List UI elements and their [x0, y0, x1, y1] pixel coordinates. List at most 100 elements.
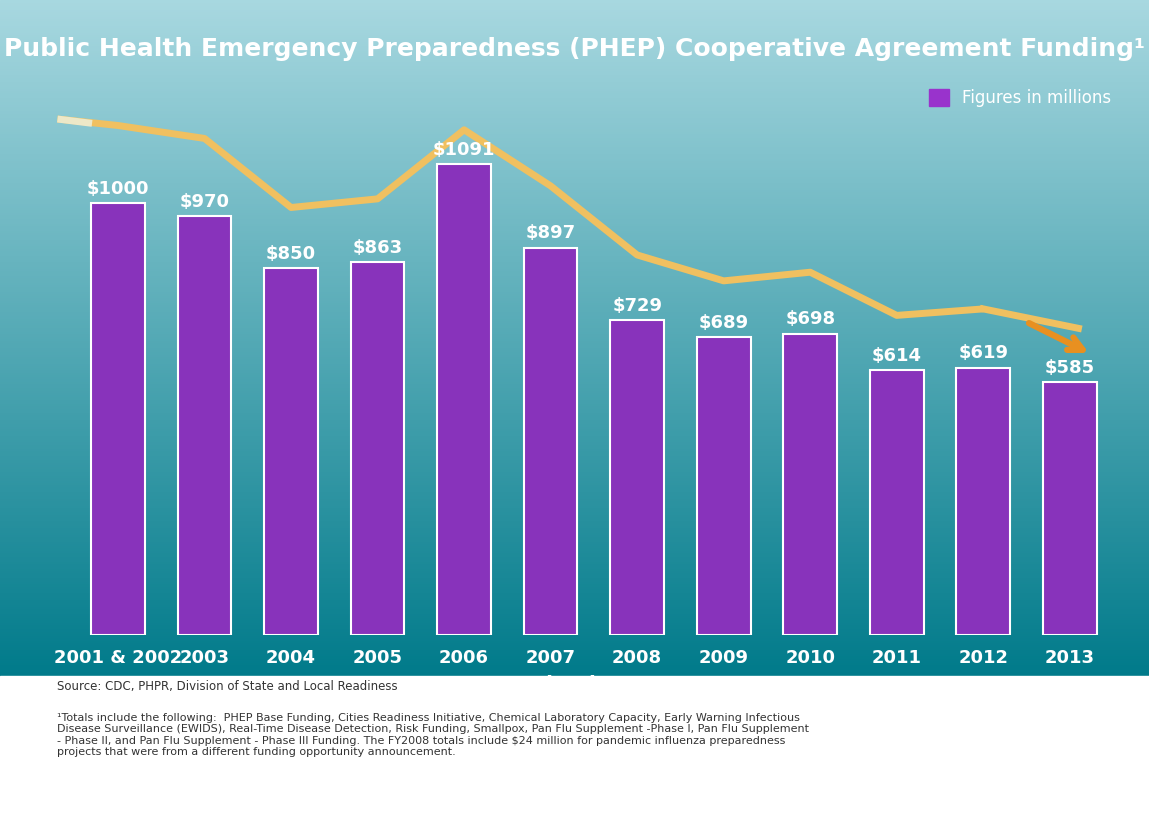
- Bar: [0, 408, 1149, 410]
- Bar: [0, 579, 1149, 581]
- Bar: [0, 126, 1149, 129]
- Bar: [0, 268, 1149, 270]
- Bar: [0, 590, 1149, 592]
- Bar: [0, 120, 1149, 122]
- Bar: [0, 171, 1149, 174]
- Bar: [0, 48, 1149, 49]
- Bar: [0, 511, 1149, 514]
- Bar: [0, 417, 1149, 419]
- Bar: [0, 568, 1149, 570]
- Bar: [0, 90, 1149, 93]
- Bar: [0, 49, 1149, 52]
- Bar: [0, 550, 1149, 552]
- Bar: [0, 124, 1149, 126]
- Bar: [0, 211, 1149, 214]
- Bar: [0, 286, 1149, 288]
- Bar: [0, 385, 1149, 387]
- Bar: [0, 57, 1149, 59]
- Bar: [0, 489, 1149, 491]
- Bar: [0, 421, 1149, 423]
- Bar: [0, 500, 1149, 502]
- Bar: [0, 185, 1149, 187]
- Bar: [0, 495, 1149, 498]
- Bar: [0, 106, 1149, 108]
- Bar: [0, 117, 1149, 120]
- X-axis label: Fiscal Year: Fiscal Year: [533, 675, 650, 694]
- Bar: [0, 216, 1149, 219]
- Bar: [0, 88, 1149, 90]
- Bar: [0, 383, 1149, 385]
- Bar: [0, 246, 1149, 247]
- Bar: [0, 453, 1149, 455]
- Bar: [0, 502, 1149, 505]
- Bar: [0, 518, 1149, 520]
- Bar: [0, 270, 1149, 273]
- Bar: [0, 482, 1149, 484]
- Bar: [0, 640, 1149, 642]
- Text: Public Health Emergency Preparedness (PHEP) Cooperative Agreement Funding¹: Public Health Emergency Preparedness (PH…: [3, 37, 1146, 61]
- Bar: [0, 347, 1149, 349]
- Bar: [0, 414, 1149, 417]
- Bar: [0, 147, 1149, 149]
- Bar: [0, 310, 1149, 313]
- Bar: [0, 59, 1149, 61]
- Bar: [0, 76, 1149, 79]
- Bar: [0, 275, 1149, 277]
- Bar: [0, 597, 1149, 600]
- Bar: [696, 337, 750, 635]
- Bar: [0, 115, 1149, 117]
- Bar: [0, 637, 1149, 640]
- Bar: [0, 372, 1149, 373]
- Bar: [0, 563, 1149, 565]
- Bar: [0, 610, 1149, 613]
- Bar: [0, 426, 1149, 428]
- Bar: [0, 162, 1149, 165]
- Bar: [0, 392, 1149, 394]
- Text: $689: $689: [699, 314, 749, 333]
- Text: $1091: $1091: [433, 141, 495, 159]
- Bar: [0, 345, 1149, 347]
- Bar: [0, 543, 1149, 545]
- Bar: [0, 300, 1149, 302]
- Bar: [0, 219, 1149, 221]
- Bar: [0, 192, 1149, 193]
- Bar: [0, 228, 1149, 230]
- Bar: [0, 102, 1149, 104]
- Bar: [0, 338, 1149, 340]
- Bar: [0, 23, 1149, 25]
- Bar: [0, 419, 1149, 421]
- Bar: [0, 448, 1149, 450]
- Bar: [0, 459, 1149, 462]
- Bar: [956, 368, 1010, 635]
- Bar: [0, 491, 1149, 493]
- Bar: [0, 574, 1149, 577]
- Bar: [0, 662, 1149, 664]
- Bar: [0, 61, 1149, 63]
- Bar: [0, 99, 1149, 102]
- Bar: [0, 11, 1149, 14]
- Bar: [0, 669, 1149, 672]
- Bar: [0, 304, 1149, 306]
- Bar: [0, 16, 1149, 18]
- Bar: [0, 144, 1149, 147]
- Bar: [0, 29, 1149, 31]
- Bar: [0, 577, 1149, 579]
- Bar: [0, 333, 1149, 336]
- Bar: [870, 369, 924, 635]
- Bar: [0, 309, 1149, 310]
- Bar: [0, 291, 1149, 293]
- Bar: [0, 484, 1149, 486]
- Bar: [0, 554, 1149, 556]
- Bar: [0, 342, 1149, 345]
- Text: $850: $850: [267, 245, 316, 263]
- Bar: [0, 9, 1149, 11]
- Bar: [0, 306, 1149, 309]
- Bar: [0, 559, 1149, 561]
- Bar: [0, 34, 1149, 36]
- Bar: [0, 437, 1149, 439]
- Bar: [0, 32, 1149, 34]
- Bar: [784, 333, 836, 635]
- Bar: [0, 93, 1149, 95]
- Bar: [0, 167, 1149, 169]
- Bar: [0, 626, 1149, 628]
